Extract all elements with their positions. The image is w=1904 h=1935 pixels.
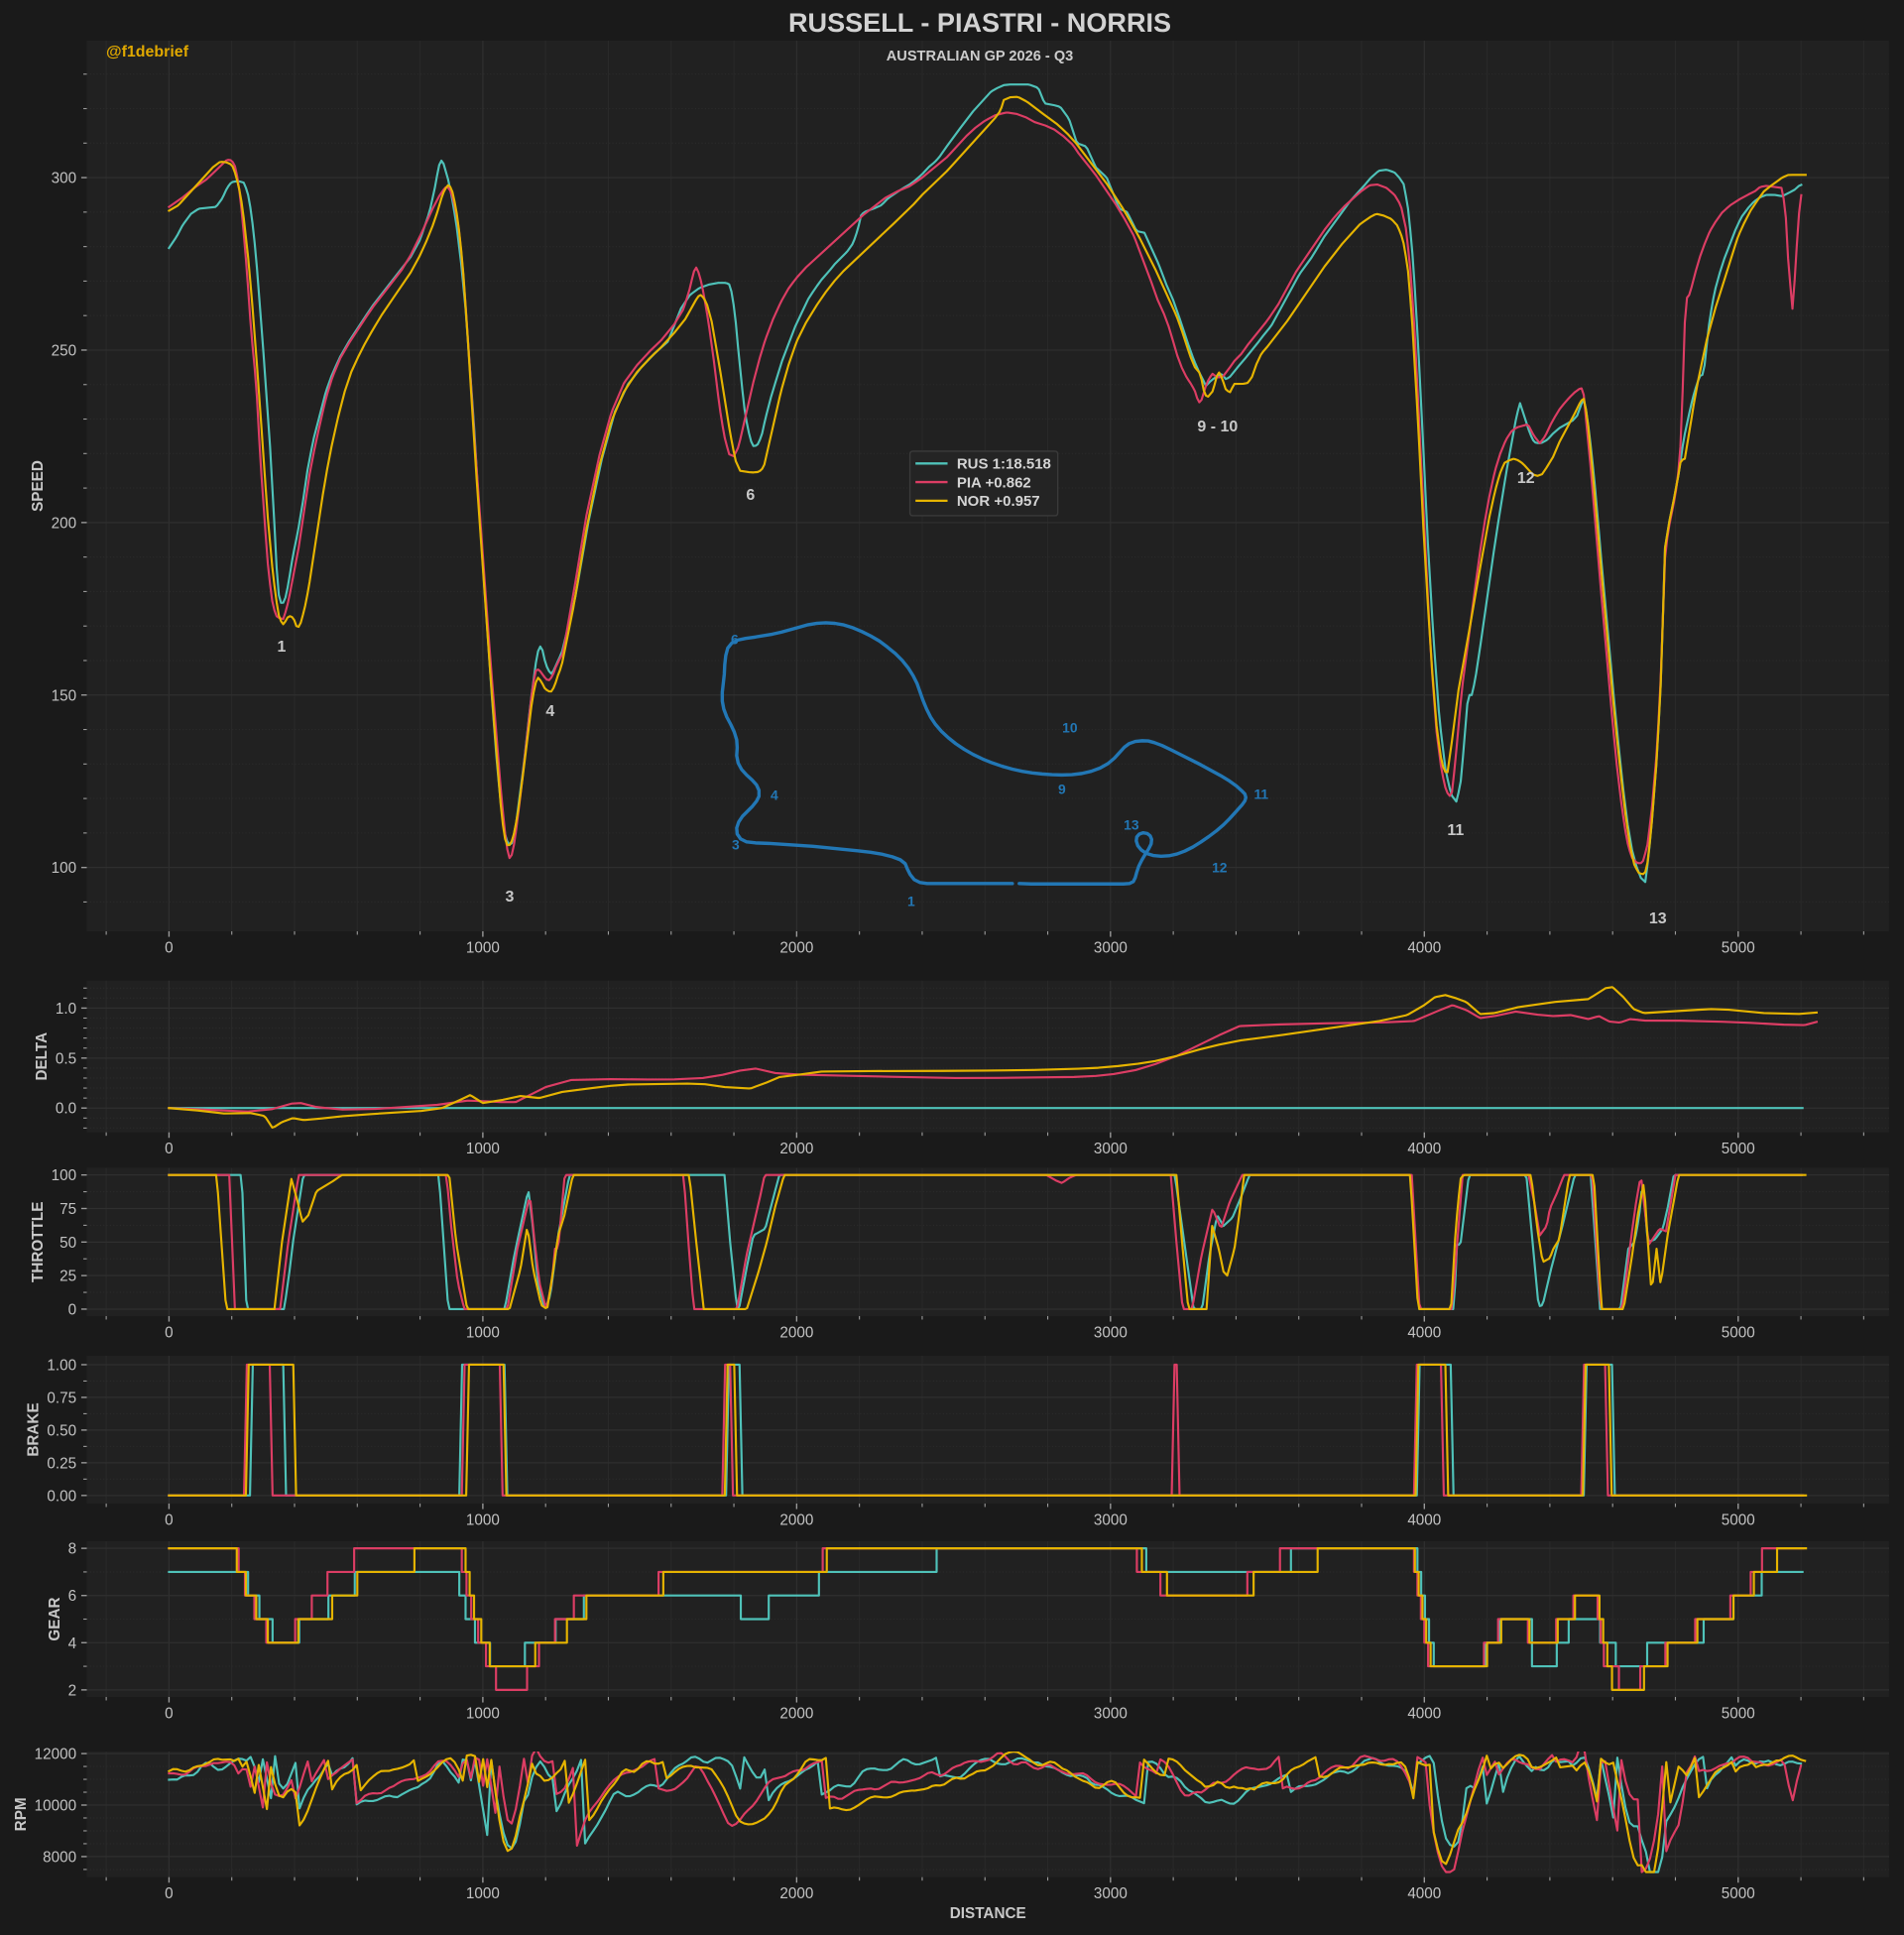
svg-text:1: 1 [277, 639, 286, 656]
svg-text:4000: 4000 [1407, 1885, 1441, 1902]
svg-text:10: 10 [1062, 719, 1078, 735]
svg-text:0.00: 0.00 [47, 1488, 76, 1505]
svg-text:0: 0 [165, 1885, 174, 1902]
svg-text:0: 0 [165, 1705, 174, 1722]
svg-text:3000: 3000 [1094, 1141, 1128, 1157]
svg-text:1000: 1000 [466, 1141, 500, 1157]
svg-text:6: 6 [746, 487, 755, 504]
svg-text:12000: 12000 [35, 1747, 76, 1763]
svg-text:2000: 2000 [779, 939, 813, 956]
svg-text:0: 0 [165, 1324, 174, 1341]
svg-text:1000: 1000 [466, 1512, 500, 1528]
svg-text:12: 12 [1212, 859, 1228, 875]
svg-text:2000: 2000 [779, 1324, 813, 1341]
svg-text:100: 100 [52, 1167, 76, 1184]
svg-text:250: 250 [52, 343, 76, 360]
svg-text:8: 8 [68, 1541, 77, 1558]
svg-text:2: 2 [68, 1682, 77, 1699]
svg-text:3: 3 [732, 836, 740, 852]
svg-text:0.5: 0.5 [56, 1050, 76, 1067]
svg-text:RPM: RPM [13, 1797, 30, 1831]
svg-text:10000: 10000 [35, 1798, 76, 1815]
svg-text:0.50: 0.50 [47, 1422, 76, 1439]
svg-text:THROTTLE: THROTTLE [30, 1202, 47, 1282]
svg-text:@f1debrief: @f1debrief [106, 44, 189, 60]
svg-text:0: 0 [165, 1141, 174, 1157]
svg-text:5000: 5000 [1722, 1705, 1755, 1722]
svg-text:4000: 4000 [1407, 1705, 1441, 1722]
svg-text:4: 4 [68, 1635, 77, 1652]
svg-text:1000: 1000 [466, 1324, 500, 1341]
svg-text:1.00: 1.00 [47, 1358, 76, 1375]
svg-text:50: 50 [60, 1235, 76, 1252]
svg-text:1: 1 [907, 893, 915, 908]
svg-text:25: 25 [60, 1269, 76, 1285]
svg-text:0.0: 0.0 [56, 1101, 76, 1118]
svg-text:RUSSELL - PIASTRI - NORRIS: RUSSELL - PIASTRI - NORRIS [788, 7, 1171, 38]
svg-text:6: 6 [68, 1588, 77, 1605]
svg-text:BRAKE: BRAKE [26, 1402, 43, 1456]
svg-text:1.0: 1.0 [56, 1001, 76, 1018]
svg-text:0.25: 0.25 [47, 1455, 76, 1472]
svg-text:6: 6 [731, 631, 739, 647]
svg-text:5000: 5000 [1722, 939, 1755, 956]
svg-text:4000: 4000 [1407, 1324, 1441, 1341]
svg-text:2000: 2000 [779, 1512, 813, 1528]
svg-text:1000: 1000 [466, 1885, 500, 1902]
svg-text:PIA +0.862: PIA +0.862 [957, 474, 1031, 491]
svg-text:3000: 3000 [1094, 939, 1128, 956]
svg-text:4000: 4000 [1407, 1512, 1441, 1528]
svg-text:3000: 3000 [1094, 1512, 1128, 1528]
svg-text:3: 3 [505, 889, 514, 906]
svg-text:11: 11 [1447, 822, 1464, 839]
svg-text:100: 100 [52, 860, 76, 877]
svg-text:5000: 5000 [1722, 1324, 1755, 1341]
svg-text:2000: 2000 [779, 1705, 813, 1722]
svg-text:0: 0 [68, 1302, 77, 1319]
svg-text:5000: 5000 [1722, 1885, 1755, 1902]
svg-text:8000: 8000 [43, 1849, 76, 1866]
svg-text:DISTANCE: DISTANCE [950, 1905, 1026, 1922]
svg-text:AUSTRALIAN GP 2026 - Q3: AUSTRALIAN GP 2026 - Q3 [887, 49, 1073, 64]
svg-text:1000: 1000 [466, 939, 500, 956]
svg-text:1000: 1000 [466, 1705, 500, 1722]
svg-text:GEAR: GEAR [47, 1597, 63, 1640]
svg-text:5000: 5000 [1722, 1512, 1755, 1528]
svg-text:4000: 4000 [1407, 939, 1441, 956]
svg-text:3000: 3000 [1094, 1705, 1128, 1722]
svg-text:4: 4 [545, 703, 554, 720]
svg-text:4000: 4000 [1407, 1141, 1441, 1157]
svg-text:0: 0 [165, 939, 174, 956]
svg-text:11: 11 [1253, 786, 1268, 801]
svg-text:5000: 5000 [1722, 1141, 1755, 1157]
svg-text:200: 200 [52, 515, 76, 532]
svg-text:9 - 10: 9 - 10 [1197, 419, 1238, 435]
svg-text:3000: 3000 [1094, 1885, 1128, 1902]
svg-text:RUS 1:18.518: RUS 1:18.518 [957, 456, 1051, 473]
svg-text:75: 75 [60, 1201, 76, 1218]
svg-text:12: 12 [1517, 470, 1535, 487]
svg-text:9: 9 [1058, 781, 1066, 796]
svg-text:2000: 2000 [779, 1885, 813, 1902]
svg-text:4: 4 [771, 786, 778, 802]
svg-text:NOR +0.957: NOR +0.957 [957, 493, 1040, 510]
svg-text:0.75: 0.75 [47, 1390, 76, 1406]
svg-text:13: 13 [1649, 910, 1667, 927]
svg-text:0: 0 [165, 1512, 174, 1528]
svg-text:300: 300 [52, 171, 76, 187]
svg-text:SPEED: SPEED [30, 460, 47, 512]
svg-text:DELTA: DELTA [34, 1032, 51, 1081]
svg-text:2000: 2000 [779, 1141, 813, 1157]
svg-text:3000: 3000 [1094, 1324, 1128, 1341]
svg-text:13: 13 [1124, 816, 1139, 832]
svg-text:150: 150 [52, 687, 76, 704]
